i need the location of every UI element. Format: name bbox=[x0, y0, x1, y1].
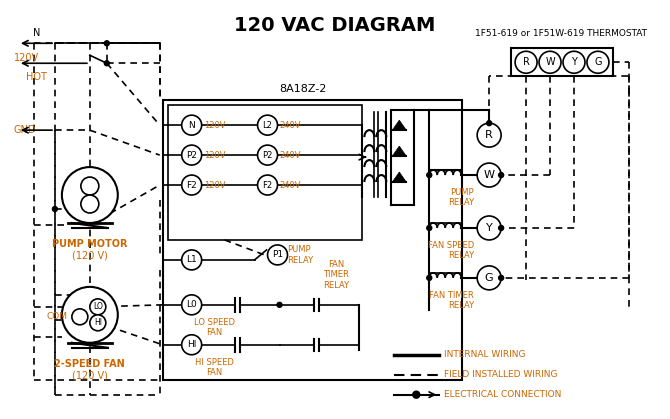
Circle shape bbox=[182, 115, 202, 135]
Text: FIELD INSTALLED WIRING: FIELD INSTALLED WIRING bbox=[444, 370, 557, 379]
Text: 240V: 240V bbox=[279, 181, 301, 189]
Circle shape bbox=[427, 275, 431, 280]
Circle shape bbox=[477, 266, 501, 290]
Circle shape bbox=[72, 309, 88, 325]
Text: FAN SPEED
RELAY: FAN SPEED RELAY bbox=[428, 241, 474, 260]
Circle shape bbox=[62, 167, 118, 223]
Circle shape bbox=[257, 175, 277, 195]
Text: HOT: HOT bbox=[27, 72, 48, 82]
Text: W: W bbox=[545, 57, 555, 67]
Text: HI: HI bbox=[94, 318, 102, 327]
Circle shape bbox=[277, 303, 282, 307]
Circle shape bbox=[182, 295, 202, 315]
Text: FAN
TIMER
RELAY: FAN TIMER RELAY bbox=[324, 260, 350, 290]
Polygon shape bbox=[393, 172, 406, 182]
Text: 120V: 120V bbox=[204, 150, 225, 160]
Text: PUMP
RELAY: PUMP RELAY bbox=[287, 245, 314, 265]
Text: PUMP
RELAY: PUMP RELAY bbox=[448, 188, 474, 207]
Text: 240V: 240V bbox=[279, 121, 301, 129]
Text: N: N bbox=[34, 28, 41, 38]
Bar bbox=[163, 100, 462, 380]
Text: W: W bbox=[484, 170, 494, 180]
Circle shape bbox=[515, 51, 537, 73]
Text: PUMP MOTOR: PUMP MOTOR bbox=[52, 239, 127, 249]
Polygon shape bbox=[393, 120, 406, 130]
Text: INTERNAL WIRING: INTERNAL WIRING bbox=[444, 350, 526, 359]
Text: Y: Y bbox=[486, 223, 492, 233]
Circle shape bbox=[182, 335, 202, 355]
Circle shape bbox=[267, 245, 287, 265]
Text: LO: LO bbox=[93, 303, 103, 311]
Text: 2-SPEED FAN: 2-SPEED FAN bbox=[54, 359, 125, 369]
Circle shape bbox=[81, 177, 99, 195]
Circle shape bbox=[427, 173, 431, 178]
Text: GND: GND bbox=[14, 125, 36, 135]
Text: P2: P2 bbox=[186, 150, 197, 160]
Text: (120 V): (120 V) bbox=[72, 371, 108, 381]
Text: 240V: 240V bbox=[279, 150, 301, 160]
Bar bbox=[168, 105, 362, 240]
Circle shape bbox=[477, 216, 501, 240]
Text: R: R bbox=[523, 57, 529, 67]
Text: N: N bbox=[188, 121, 195, 129]
Text: P2: P2 bbox=[263, 150, 273, 160]
Circle shape bbox=[257, 145, 277, 165]
Circle shape bbox=[498, 173, 504, 178]
Circle shape bbox=[563, 51, 585, 73]
Circle shape bbox=[477, 163, 501, 187]
Text: HI SPEED
FAN: HI SPEED FAN bbox=[195, 358, 234, 377]
Text: G: G bbox=[594, 57, 602, 67]
Text: 120V: 120V bbox=[204, 181, 225, 189]
Circle shape bbox=[52, 207, 58, 212]
Text: R: R bbox=[485, 130, 493, 140]
Circle shape bbox=[105, 61, 109, 66]
Circle shape bbox=[539, 51, 561, 73]
Text: ELECTRICAL CONNECTION: ELECTRICAL CONNECTION bbox=[444, 390, 561, 399]
Circle shape bbox=[587, 51, 609, 73]
Circle shape bbox=[486, 121, 492, 126]
Text: COM: COM bbox=[47, 312, 68, 321]
Circle shape bbox=[257, 115, 277, 135]
Text: 120V: 120V bbox=[14, 53, 39, 63]
Text: L0: L0 bbox=[186, 300, 197, 309]
Text: F2: F2 bbox=[186, 181, 197, 189]
Circle shape bbox=[498, 225, 504, 230]
Circle shape bbox=[105, 41, 109, 46]
Circle shape bbox=[62, 287, 118, 343]
Text: LO SPEED
FAN: LO SPEED FAN bbox=[194, 318, 235, 337]
Text: G: G bbox=[485, 273, 494, 283]
Circle shape bbox=[90, 299, 106, 315]
Text: 8A18Z-2: 8A18Z-2 bbox=[279, 84, 326, 94]
Text: 120V: 120V bbox=[204, 121, 225, 129]
Text: P1: P1 bbox=[272, 251, 283, 259]
Circle shape bbox=[427, 225, 431, 230]
Circle shape bbox=[182, 145, 202, 165]
Circle shape bbox=[498, 275, 504, 280]
Text: HI: HI bbox=[187, 340, 196, 349]
Text: 1F51-619 or 1F51W-619 THERMOSTAT: 1F51-619 or 1F51W-619 THERMOSTAT bbox=[475, 29, 647, 38]
Circle shape bbox=[477, 123, 501, 147]
Text: FAN TIMER
RELAY: FAN TIMER RELAY bbox=[429, 291, 474, 310]
Circle shape bbox=[182, 250, 202, 270]
Text: F2: F2 bbox=[263, 181, 273, 189]
Text: L2: L2 bbox=[263, 121, 273, 129]
Text: Y: Y bbox=[571, 57, 577, 67]
Bar bbox=[511, 48, 613, 76]
Circle shape bbox=[182, 175, 202, 195]
Polygon shape bbox=[393, 146, 406, 156]
Circle shape bbox=[413, 391, 420, 398]
Text: 120 VAC DIAGRAM: 120 VAC DIAGRAM bbox=[234, 16, 435, 35]
Text: (120 V): (120 V) bbox=[72, 251, 108, 261]
Circle shape bbox=[81, 195, 99, 213]
Text: L1: L1 bbox=[186, 256, 197, 264]
Circle shape bbox=[90, 315, 106, 331]
